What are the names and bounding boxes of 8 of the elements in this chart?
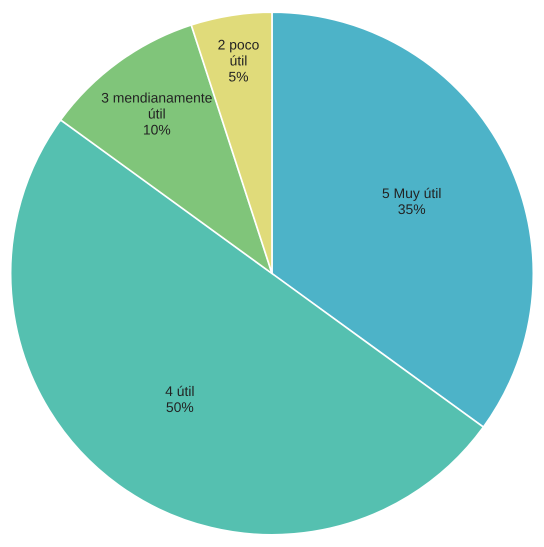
slice-label: 5 Muy útil [382,188,440,201]
slice-label: 3 mendianamente útil [102,92,212,119]
data-label: 50% [166,402,194,412]
data-label: 10% [144,124,170,135]
slice-label: 2 poco útil [218,40,259,66]
data-label: 35% [398,204,426,214]
data-label: 5% [228,72,248,82]
slice-label: 4 útil [165,386,194,396]
